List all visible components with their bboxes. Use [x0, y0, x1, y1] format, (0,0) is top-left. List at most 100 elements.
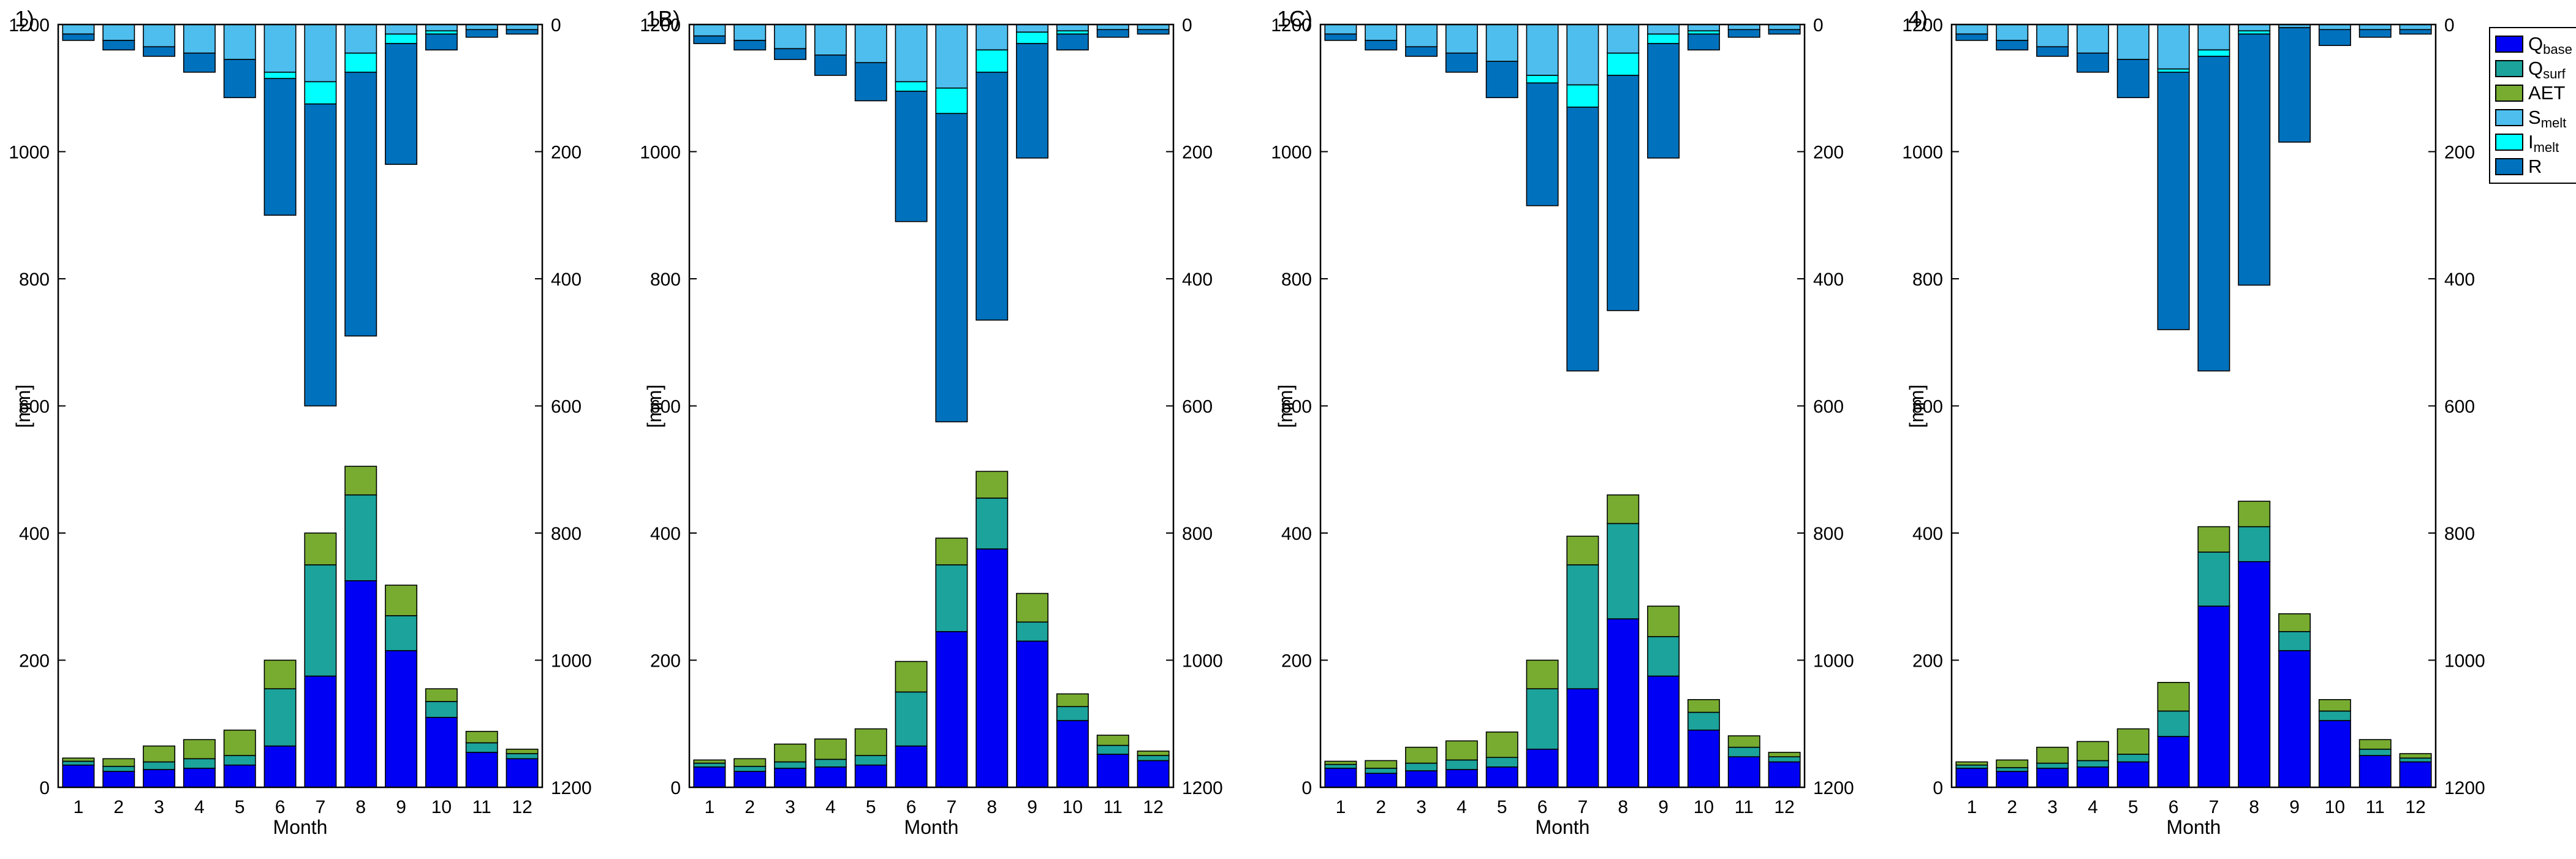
R-bar: [465, 29, 498, 38]
month-tick-label: 2: [744, 797, 755, 817]
Q_surf-bar: [1365, 768, 1398, 774]
S_melt-bar: [62, 24, 95, 35]
S_melt-bar: [385, 24, 418, 35]
S_melt-bar: [2197, 24, 2230, 51]
AET-bar: [143, 745, 176, 763]
Q_surf-bar: [2358, 748, 2392, 756]
month-tick-label: 11: [2366, 797, 2385, 817]
x-axis-label: Month: [2166, 816, 2221, 838]
Q_surf-bar: [2238, 526, 2271, 562]
S_melt-bar: [263, 24, 297, 73]
legend: Qbase Qsurf AET Smelt Imelt R: [2489, 27, 2576, 184]
R-bar: [854, 62, 887, 102]
right-tick-label: 600: [551, 397, 581, 417]
S_melt-bar: [344, 24, 377, 54]
month-tick-label: 11: [1104, 797, 1123, 817]
R-bar: [1768, 29, 1801, 35]
I_melt-bar: [344, 52, 377, 73]
Q_surf-bar: [935, 564, 968, 632]
AET-bar: [1768, 752, 1801, 757]
S_melt-bar: [2238, 24, 2271, 32]
right-tick-label: 200: [1182, 143, 1213, 163]
right-tick-label: 200: [1813, 143, 1844, 163]
right-tick-label: 600: [2444, 397, 2475, 417]
month-tick-label: 11: [472, 797, 491, 817]
right-tick-label: 800: [1182, 524, 1213, 544]
left-tick-label: 200: [1281, 651, 1312, 672]
left-tick-label: 400: [650, 524, 681, 544]
Q_surf-bar: [975, 498, 1009, 550]
R-bar: [774, 48, 807, 60]
left-tick-label: 1200: [9, 15, 50, 36]
right-tick-label: 1200: [551, 778, 592, 798]
AET-bar: [2318, 699, 2351, 712]
month-tick-label: 8: [1618, 797, 1628, 817]
S_melt-bar: [693, 24, 726, 37]
AET-bar: [1727, 735, 1760, 748]
R-bar: [425, 33, 458, 51]
AET-bar: [814, 738, 847, 760]
R-bar: [183, 52, 216, 73]
legend-item-Q_surf: Qsurf: [2495, 58, 2576, 81]
R-bar: [1526, 82, 1559, 206]
R-bar: [2157, 72, 2190, 330]
AET-bar: [2358, 739, 2392, 750]
Q_base-bar: [143, 769, 176, 788]
S_melt-bar: [2116, 24, 2150, 60]
legend-item-I_melt: Imelt: [2495, 131, 2576, 155]
AET-bar: [2157, 682, 2190, 712]
left-tick-label: 0: [39, 778, 50, 798]
Q_base-bar: [102, 771, 135, 788]
Q_surf-bar: [1768, 756, 1801, 763]
I_melt-bar: [2197, 49, 2230, 57]
AET-bar: [1096, 735, 1129, 746]
Q_surf-bar: [2157, 710, 2190, 737]
Q_base-bar: [935, 631, 968, 788]
Q_surf-bar: [62, 760, 95, 766]
AET-bar: [1955, 761, 1988, 766]
R-bar: [1687, 33, 1720, 51]
right-tick-label: 0: [2444, 15, 2455, 36]
axis-box: [1319, 23, 1806, 789]
Q_surf-bar: [2399, 757, 2432, 763]
Q_surf-bar: [143, 761, 176, 770]
left-tick-label: 1000: [9, 143, 50, 163]
AET-bar: [1324, 760, 1357, 765]
month-tick-label: 4: [825, 797, 836, 817]
left-tick-label: 600: [1912, 397, 1943, 417]
left-tick-label: 1200: [640, 15, 681, 36]
month-tick-label: 4: [1457, 797, 1467, 817]
Q_surf-bar: [1056, 706, 1089, 721]
month-tick-label: 5: [1497, 797, 1507, 817]
Q_base-bar: [1687, 729, 1720, 788]
AET-bar: [263, 659, 297, 689]
R-bar: [2358, 29, 2392, 38]
month-tick-label: 1: [705, 797, 715, 817]
I_melt-bar: [304, 81, 337, 105]
Q_surf-bar: [1485, 757, 1518, 768]
Q_surf-bar: [263, 688, 297, 747]
month-tick-label: 9: [1658, 797, 1669, 817]
R-bar: [1727, 29, 1760, 38]
R-bar: [693, 35, 726, 44]
AET-bar: [1405, 746, 1438, 764]
month-tick-label: 5: [2128, 797, 2138, 817]
R-bar: [263, 78, 297, 216]
AET-bar: [854, 728, 887, 756]
right-tick-label: 0: [551, 15, 561, 36]
Q_base-bar: [1096, 754, 1129, 788]
Q_surf-bar: [385, 615, 418, 651]
left-tick-label: 200: [650, 651, 681, 672]
right-tick-label: 1000: [2444, 651, 2485, 672]
month-tick-label: 7: [2209, 797, 2219, 817]
month-tick-label: 3: [154, 797, 164, 817]
Q_surf-bar: [304, 564, 337, 677]
S_melt-bar: [425, 24, 458, 32]
Q_surf-bar: [465, 742, 498, 753]
panel-title: 1B): [646, 6, 681, 31]
S_melt-bar: [102, 24, 135, 41]
panel-1b: 1B) [mm] 0 1200 200 1000 400 800 600 600 800 400 1…: [631, 0, 1262, 859]
S_melt-bar: [935, 24, 968, 89]
